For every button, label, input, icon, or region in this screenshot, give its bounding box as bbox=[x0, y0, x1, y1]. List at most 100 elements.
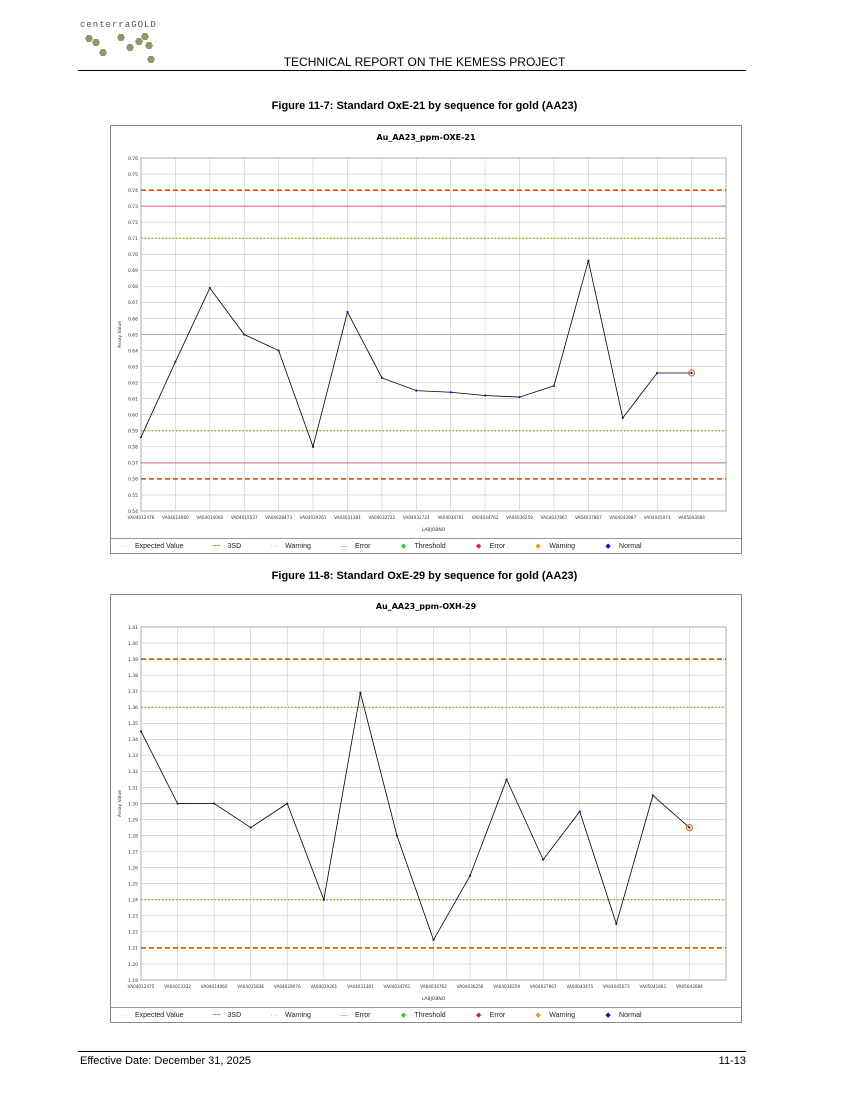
header-rule bbox=[78, 70, 746, 71]
y-tick-label: 1.41 bbox=[128, 625, 138, 631]
legend-symbol-icon: ··· bbox=[120, 542, 128, 550]
y-tick-label: 1.31 bbox=[128, 785, 138, 791]
chart-title: Au_AA23_ppm-OXE-21 bbox=[376, 133, 476, 142]
x-tick-label: VA04014060 bbox=[196, 515, 223, 520]
x-tick-label: VA05043084 bbox=[678, 515, 705, 520]
report-title: TECHNICAL REPORT ON THE KEMESS PROJECT bbox=[283, 55, 566, 69]
x-tick-label: VA04015836 bbox=[237, 984, 264, 989]
y-tick-label: 1.30 bbox=[128, 801, 138, 807]
data-point bbox=[484, 394, 487, 397]
chart-panel-1: Au_AA23_ppm-OXE-21 0.54 0.55 0.56 0.57 0.58 0.… bbox=[110, 125, 742, 554]
data-point bbox=[346, 310, 349, 314]
x-tick-label: VA04045073 bbox=[644, 515, 671, 520]
x-tick-label: VA04034761 bbox=[437, 515, 464, 520]
chart-title: Au_AA23_ppm-OXH-29 bbox=[376, 602, 477, 611]
y-tick-label: 0.67 bbox=[128, 300, 138, 306]
y-tick-label: 1.22 bbox=[128, 930, 138, 936]
x-tick-label: VA04029261 bbox=[310, 984, 337, 989]
logo-hex bbox=[126, 44, 134, 51]
legend-item: ◆ Normal bbox=[601, 542, 641, 551]
flagged-point-ring bbox=[685, 823, 694, 832]
data-point bbox=[432, 938, 435, 941]
logo-hex bbox=[92, 39, 100, 46]
data-point bbox=[249, 826, 252, 829]
y-tick-label: 1.20 bbox=[128, 962, 138, 968]
legend-item: −− 3SD bbox=[210, 1011, 241, 1019]
data-point bbox=[587, 259, 590, 262]
x-tick-label: VA04032722 bbox=[368, 515, 395, 520]
y-tick-label: 1.27 bbox=[128, 849, 138, 855]
logo-hex bbox=[147, 56, 155, 63]
chart-legend-1: ··· Expected Value −− 3SD ··· Warning — Error ◆ T… bbox=[111, 538, 741, 553]
data-point bbox=[243, 333, 246, 336]
x-tick-label: VA04036259 bbox=[493, 984, 520, 989]
data-point bbox=[542, 858, 545, 861]
legend-label: 3SD bbox=[227, 542, 242, 550]
x-tick-label: VA04043987 bbox=[609, 515, 636, 520]
legend-label: Warning bbox=[549, 542, 576, 550]
data-point bbox=[139, 730, 143, 733]
y-tick-label: 1.23 bbox=[128, 914, 138, 920]
y-tick-label: 0.55 bbox=[128, 493, 138, 499]
x-tick-label: VA04014060 bbox=[162, 515, 189, 520]
legend-symbol-icon: ◆ bbox=[535, 1012, 541, 1019]
legend-label: Error bbox=[489, 542, 506, 550]
data-point bbox=[208, 286, 211, 290]
data-point bbox=[359, 691, 362, 694]
y-tick-label: 1.37 bbox=[128, 689, 138, 695]
logo-hex bbox=[117, 34, 125, 41]
x-tick-label: VA04029261 bbox=[300, 515, 327, 520]
legend-item: ··· Warning bbox=[267, 1012, 311, 1019]
y-tick-label: 1.29 bbox=[128, 817, 138, 823]
y-tick-label: 1.33 bbox=[128, 753, 138, 759]
legend-symbol-icon: ◆ bbox=[400, 1012, 407, 1019]
data-point bbox=[651, 794, 654, 797]
data-point bbox=[518, 395, 521, 399]
x-tick-label: VA04012475 bbox=[128, 984, 155, 989]
x-axis-label: LABJOBNO bbox=[422, 527, 446, 533]
logo-text: centerraGOLD bbox=[80, 20, 157, 30]
legend-item: ◆ Warning bbox=[531, 542, 576, 551]
y-tick-label: 0.73 bbox=[128, 204, 138, 210]
data-point bbox=[656, 371, 659, 375]
y-tick-label: 1.34 bbox=[128, 737, 138, 743]
page-number: 11-13 bbox=[718, 1055, 746, 1067]
y-tick-label: 0.66 bbox=[128, 316, 138, 322]
legend-symbol-icon: ··· bbox=[270, 542, 278, 550]
data-point bbox=[322, 898, 325, 901]
chart-svg-2: Au_AA23_ppm-OXH-29 1.19 1.20 1.21 1.22 1.23 1.… bbox=[117, 602, 727, 1002]
data-point bbox=[311, 445, 315, 448]
y-tick-label: 0.60 bbox=[128, 413, 138, 419]
y-tick-label: 0.59 bbox=[128, 429, 138, 435]
y-tick-label: 0.74 bbox=[128, 188, 138, 194]
legend-item: ◆ Warning bbox=[531, 1011, 576, 1020]
logo-hex bbox=[99, 49, 107, 56]
data-point bbox=[688, 826, 691, 829]
data-point bbox=[690, 371, 693, 375]
y-tick-label: 0.61 bbox=[128, 396, 138, 402]
data-point bbox=[213, 802, 216, 805]
data-point bbox=[176, 802, 179, 805]
legend-symbol-icon: ··· bbox=[120, 1011, 128, 1019]
legend-label: Warning bbox=[285, 542, 311, 550]
y-tick-label: 0.76 bbox=[128, 156, 138, 162]
x-tick-label: VA04012476 bbox=[128, 515, 155, 520]
legend-symbol-icon: ◆ bbox=[400, 543, 407, 550]
data-point bbox=[578, 810, 581, 813]
series-line bbox=[140, 692, 690, 941]
company-logo: centerraGOLD bbox=[80, 20, 170, 68]
y-tick-label: 1.32 bbox=[128, 769, 138, 775]
logo-hex bbox=[145, 42, 153, 49]
y-tick-label: 1.25 bbox=[128, 882, 138, 888]
data-point bbox=[468, 874, 472, 877]
data-point bbox=[139, 436, 143, 439]
data-point bbox=[174, 360, 177, 363]
y-tick-label: 1.40 bbox=[128, 641, 138, 647]
legend-symbol-icon: ◆ bbox=[605, 543, 611, 550]
legend-symbol-icon: −− bbox=[212, 1011, 221, 1019]
y-axis-label: Assay Value bbox=[117, 321, 123, 348]
x-tick-label: VA04014060 bbox=[201, 984, 228, 989]
legend-label: Threshold bbox=[414, 542, 446, 550]
y-tick-label: 0.70 bbox=[128, 252, 138, 258]
legend-item: ··· Expected Value bbox=[117, 543, 184, 550]
